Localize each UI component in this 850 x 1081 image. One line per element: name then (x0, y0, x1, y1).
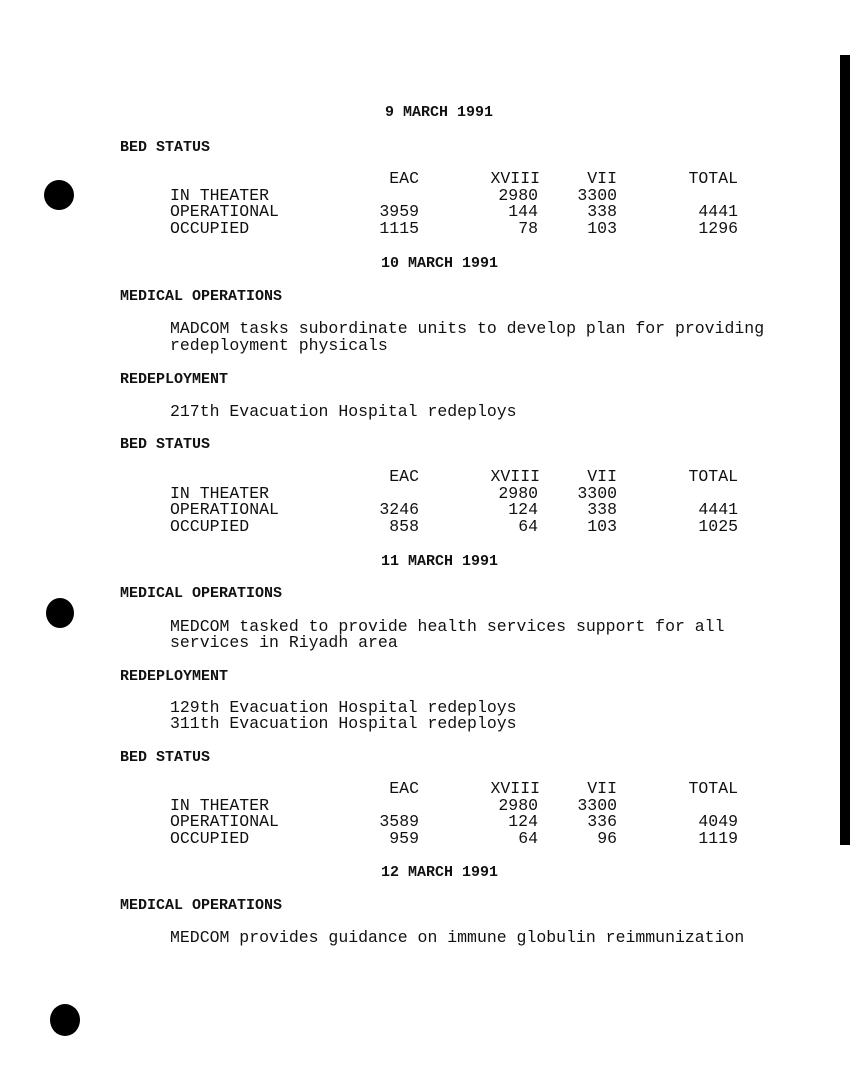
table-cell: 338 (587, 500, 617, 519)
table-cell: 338 (587, 202, 617, 221)
row-label: IN THEATER (170, 795, 270, 815)
bed-status-heading: BED STATUS (120, 139, 211, 156)
scan-edge-bar (840, 55, 850, 845)
table-cell: 124 (508, 812, 538, 831)
table-cell: 3959 (379, 202, 419, 221)
section-text: redeployment physicals (170, 336, 388, 355)
column-header: XVIII (490, 467, 540, 486)
section-heading: REDEPLOYMENT (120, 668, 229, 685)
table-cell: 4441 (698, 500, 738, 519)
column-header: VII (587, 467, 617, 486)
table-cell: 96 (597, 828, 617, 848)
section-heading: MEDICAL OPERATIONS (120, 897, 283, 914)
table-cell: 1025 (698, 516, 738, 536)
binder-hole (46, 598, 74, 628)
table-cell: 4049 (698, 812, 738, 831)
table-cell: 103 (587, 516, 617, 536)
table-cell: 858 (389, 516, 419, 536)
section-text: MEDCOM tasked to provide health services… (170, 617, 725, 636)
row-label: OPERATIONAL (170, 202, 279, 221)
binder-hole (50, 1004, 80, 1036)
table-cell: 3246 (379, 500, 419, 519)
row-label: IN THEATER (170, 185, 270, 205)
bed-status-heading: BED STATUS (120, 749, 211, 766)
row-label: OPERATIONAL (170, 812, 279, 831)
table-cell: 103 (587, 218, 617, 238)
bed-status-heading: BED STATUS (120, 436, 211, 453)
table-cell: 3300 (577, 483, 617, 503)
table-cell: 2980 (498, 185, 538, 205)
date-heading: 10 MARCH 1991 (381, 255, 499, 272)
section-text: services in Riyadh area (170, 633, 398, 652)
column-header: TOTAL (688, 779, 738, 798)
table-cell: 1119 (698, 828, 738, 848)
column-header: EAC (389, 779, 419, 798)
section-heading: REDEPLOYMENT (120, 371, 229, 388)
column-header: EAC (389, 169, 419, 188)
table-cell: 64 (518, 516, 538, 536)
section-text: MEDCOM provides guidance on immune globu… (170, 928, 745, 947)
row-label: OCCUPIED (170, 828, 250, 848)
table-cell: 124 (508, 500, 538, 519)
table-cell: 3589 (379, 812, 419, 831)
binder-hole (44, 180, 74, 210)
section-heading: MEDICAL OPERATIONS (120, 585, 283, 602)
column-header: XVIII (490, 169, 540, 188)
table-cell: 959 (389, 828, 419, 848)
section-text: 311th Evacuation Hospital redeploys (170, 714, 517, 733)
date-heading: 9 MARCH 1991 (385, 104, 494, 121)
table-cell: 144 (508, 202, 538, 221)
table-cell: 2980 (498, 795, 538, 815)
row-label: OCCUPIED (170, 218, 250, 238)
row-label: OPERATIONAL (170, 500, 279, 519)
section-text: MADCOM tasks subordinate units to develo… (170, 319, 765, 338)
date-heading: 12 MARCH 1991 (381, 864, 499, 881)
date-heading: 11 MARCH 1991 (381, 553, 499, 570)
section-text: 129th Evacuation Hospital redeploys (170, 698, 517, 717)
table-cell: 78 (518, 218, 538, 238)
table-cell: 64 (518, 828, 538, 848)
table-cell: 3300 (577, 185, 617, 205)
table-cell: 2980 (498, 483, 538, 503)
column-header: VII (587, 169, 617, 188)
table-cell: 1115 (379, 218, 419, 238)
section-heading: MEDICAL OPERATIONS (120, 288, 283, 305)
column-header: TOTAL (688, 169, 738, 188)
column-header: XVIII (490, 779, 540, 798)
table-cell: 1296 (698, 218, 738, 238)
table-cell: 4441 (698, 202, 738, 221)
column-header: VII (587, 779, 617, 798)
section-text: 217th Evacuation Hospital redeploys (170, 402, 517, 421)
table-cell: 336 (587, 812, 617, 831)
column-header: EAC (389, 467, 419, 486)
row-label: OCCUPIED (170, 516, 250, 536)
column-header: TOTAL (688, 467, 738, 486)
table-cell: 3300 (577, 795, 617, 815)
row-label: IN THEATER (170, 483, 270, 503)
